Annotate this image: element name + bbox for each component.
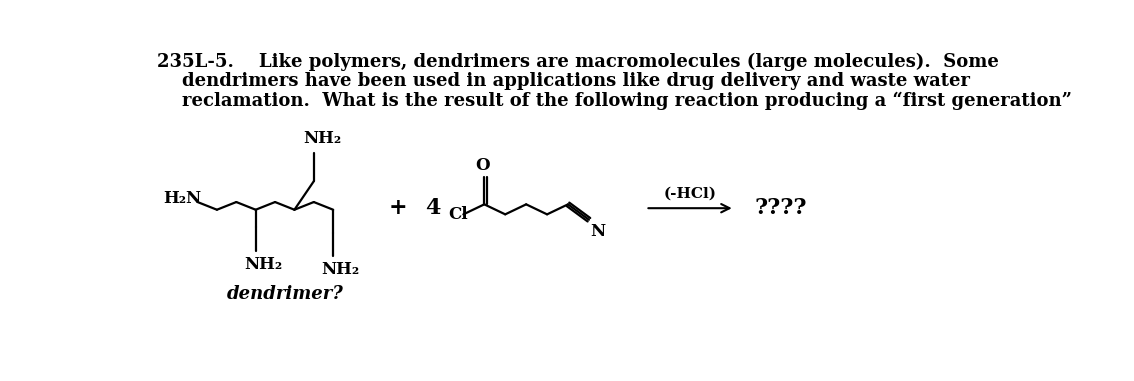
Text: ????: ???? bbox=[754, 197, 806, 219]
Text: H₂N: H₂N bbox=[163, 190, 202, 207]
Text: O: O bbox=[475, 157, 490, 174]
Text: (-HCl): (-HCl) bbox=[663, 186, 717, 200]
Text: NH₂: NH₂ bbox=[303, 130, 341, 147]
Text: dendrimer?: dendrimer? bbox=[227, 285, 344, 303]
Text: N: N bbox=[591, 223, 606, 240]
Text: 4: 4 bbox=[425, 197, 440, 219]
Text: reclamation.  What is the result of the following reaction producing a “first ge: reclamation. What is the result of the f… bbox=[158, 91, 1073, 109]
Text: dendrimers have been used in applications like drug delivery and waste water: dendrimers have been used in application… bbox=[158, 72, 971, 90]
Text: Cl: Cl bbox=[448, 206, 467, 223]
Text: +: + bbox=[388, 197, 407, 219]
Text: 235L-5.    Like polymers, dendrimers are macromolecules (large molecules).  Some: 235L-5. Like polymers, dendrimers are ma… bbox=[158, 53, 999, 71]
Text: NH₂: NH₂ bbox=[244, 256, 282, 273]
Text: NH₂: NH₂ bbox=[322, 261, 359, 278]
